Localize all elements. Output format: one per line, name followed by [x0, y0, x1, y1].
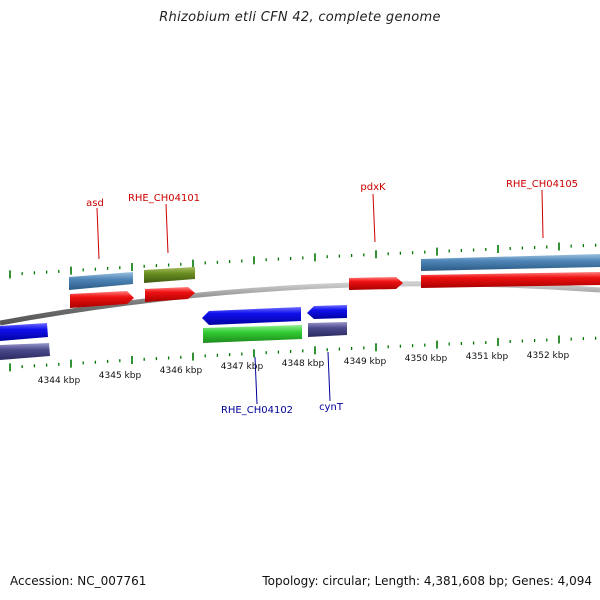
scale-label: 4352 kbp	[527, 351, 570, 361]
scale-label: 4345 kbp	[99, 371, 142, 381]
gene-label-cynt: cynT	[319, 402, 344, 413]
gene-label-rhe-ch04102: RHE_CH04102	[221, 405, 293, 416]
gene-block	[203, 325, 302, 343]
scale-label: 4349 kbp	[344, 357, 387, 367]
scale-label: 4347 kbp	[221, 362, 264, 372]
bottom-label-leaders	[254, 351, 331, 405]
scale-label: 4346 kbp	[160, 366, 203, 376]
reverse-cds-track	[0, 305, 347, 341]
forward-arrow-cds	[421, 272, 600, 288]
reverse-arrow-cds	[202, 307, 301, 325]
gene-label-rhe-ch04101: RHE_CH04101	[128, 193, 200, 204]
gene-label-asd: asd	[86, 198, 104, 209]
inner-tick-ring	[9, 335, 597, 372]
scale-label: 4351 kbp	[466, 352, 509, 362]
gene-label-rhe-ch04105: RHE_CH04105	[506, 179, 578, 190]
gene-block	[144, 267, 195, 283]
gene-block	[69, 272, 133, 290]
topology-text: Topology: circular; Length: 4,381,608 bp…	[262, 574, 592, 588]
scale-labels: 4344 kbp 4345 kbp 4346 kbp 4347 kbp 4348…	[38, 351, 570, 386]
map-title: Rhizobium etli CFN 42, complete genome	[159, 10, 441, 25]
scale-label: 4348 kbp	[282, 359, 325, 369]
gene-label-pdxk: pdxK	[360, 182, 386, 193]
top-gene-labels: asd RHE_CH04101 pdxK RHE_CH04105	[86, 179, 578, 209]
top-label-leaders	[96, 189, 544, 260]
outer-tick-ring	[9, 242, 597, 279]
reverse-gene-track	[0, 322, 347, 360]
reverse-arrow-cds	[0, 323, 48, 341]
scale-label: 4344 kbp	[38, 376, 81, 386]
forward-arrow-cds	[70, 291, 134, 308]
forward-gene-track	[69, 254, 600, 290]
reverse-arrow-cds	[307, 305, 347, 319]
gene-block	[308, 322, 347, 337]
forward-arrow-cds	[145, 287, 195, 302]
gene-block	[421, 254, 600, 271]
gene-block	[0, 343, 50, 360]
scale-label: 4350 kbp	[405, 354, 448, 364]
accession-text: Accession: NC_007761	[10, 574, 147, 588]
forward-cds-track	[70, 272, 600, 308]
forward-arrow-cds	[349, 277, 403, 290]
bottom-gene-labels: RHE_CH04102 cynT	[221, 402, 344, 416]
